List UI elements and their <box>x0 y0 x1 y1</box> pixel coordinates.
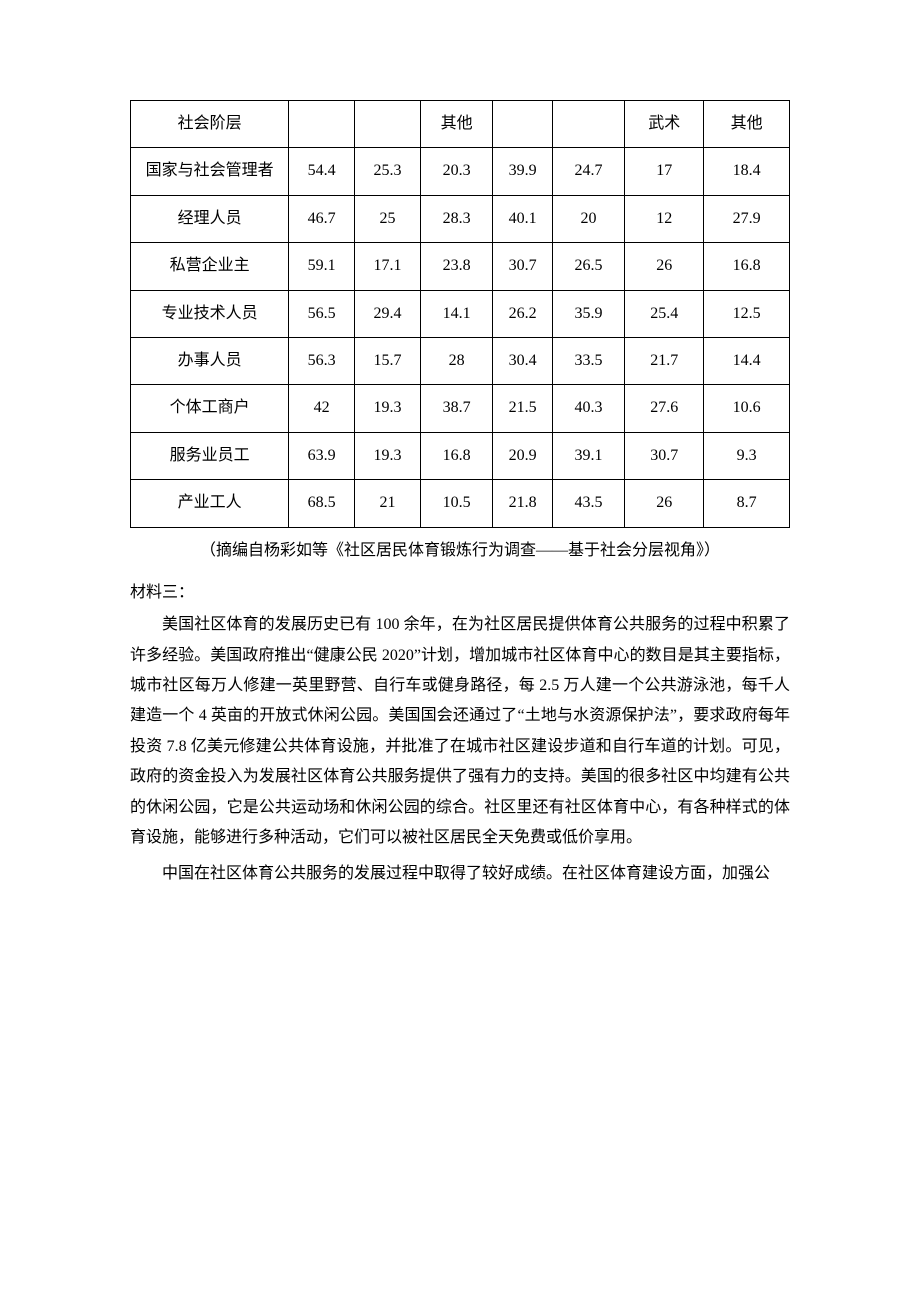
table-cell: 24.7 <box>552 148 624 195</box>
table-cell: 30.7 <box>625 432 704 479</box>
table-row-label: 专业技术人员 <box>131 290 289 337</box>
table-row-label: 国家与社会管理者 <box>131 148 289 195</box>
table-cell: 42 <box>289 385 355 432</box>
table-cell: 8.7 <box>704 480 790 527</box>
table-cell: 10.6 <box>704 385 790 432</box>
table-cell: 33.5 <box>552 337 624 384</box>
table-cell: 17 <box>625 148 704 195</box>
table-cell: 12 <box>625 195 704 242</box>
table-cell: 21.7 <box>625 337 704 384</box>
table-cell: 19.3 <box>355 432 421 479</box>
table-cell: 26.2 <box>493 290 552 337</box>
table-header-col-5: 武术 <box>625 101 704 148</box>
table-header-col-2: 其他 <box>420 101 492 148</box>
table-cell: 18.4 <box>704 148 790 195</box>
table-cell: 26 <box>625 243 704 290</box>
table-cell: 25.3 <box>355 148 421 195</box>
table-cell: 35.9 <box>552 290 624 337</box>
table-row-label: 产业工人 <box>131 480 289 527</box>
table-header-col-1 <box>355 101 421 148</box>
table-cell: 38.7 <box>420 385 492 432</box>
table-row-label: 办事人员 <box>131 337 289 384</box>
table-header-col-0 <box>289 101 355 148</box>
table-cell: 16.8 <box>420 432 492 479</box>
table-cell: 29.4 <box>355 290 421 337</box>
table-cell: 12.5 <box>704 290 790 337</box>
table-cell: 14.4 <box>704 337 790 384</box>
table-cell: 26 <box>625 480 704 527</box>
body-paragraph-1: 美国社区体育的发展历史已有 100 余年，在为社区居民提供体育公共服务的过程中积… <box>130 610 790 853</box>
table-cell: 59.1 <box>289 243 355 290</box>
table-cell: 21.8 <box>493 480 552 527</box>
table-cell: 25.4 <box>625 290 704 337</box>
body-paragraph-2: 中国在社区体育公共服务的发展过程中取得了较好成绩。在社区体育建设方面，加强公 <box>130 859 790 889</box>
table-cell: 20 <box>552 195 624 242</box>
table-cell: 23.8 <box>420 243 492 290</box>
table-row-label: 经理人员 <box>131 195 289 242</box>
material-heading: 材料三： <box>130 582 790 604</box>
table-cell: 27.9 <box>704 195 790 242</box>
table-cell: 39.1 <box>552 432 624 479</box>
table-row-label: 服务业员工 <box>131 432 289 479</box>
table-cell: 40.1 <box>493 195 552 242</box>
table-cell: 43.5 <box>552 480 624 527</box>
table-cell: 40.3 <box>552 385 624 432</box>
table-cell: 46.7 <box>289 195 355 242</box>
table-header-col-4 <box>552 101 624 148</box>
table-cell: 28.3 <box>420 195 492 242</box>
table-row-label: 个体工商户 <box>131 385 289 432</box>
table-cell: 20.3 <box>420 148 492 195</box>
table-cell: 39.9 <box>493 148 552 195</box>
table-cell: 54.4 <box>289 148 355 195</box>
table-cell: 10.5 <box>420 480 492 527</box>
table-cell: 30.7 <box>493 243 552 290</box>
table-cell: 26.5 <box>552 243 624 290</box>
table-cell: 68.5 <box>289 480 355 527</box>
table-header-col-6: 其他 <box>704 101 790 148</box>
data-table: 社会阶层其他武术其他国家与社会管理者54.425.320.339.924.717… <box>130 100 790 528</box>
table-source-note: （摘编自杨彩如等《社区居民体育锻炼行为调查——基于社会分层视角》） <box>130 540 790 562</box>
table-cell: 15.7 <box>355 337 421 384</box>
table-cell: 21 <box>355 480 421 527</box>
table-cell: 14.1 <box>420 290 492 337</box>
table-cell: 25 <box>355 195 421 242</box>
table-cell: 20.9 <box>493 432 552 479</box>
table-cell: 27.6 <box>625 385 704 432</box>
table-cell: 19.3 <box>355 385 421 432</box>
table-cell: 63.9 <box>289 432 355 479</box>
table-cell: 30.4 <box>493 337 552 384</box>
table-header-label: 社会阶层 <box>131 101 289 148</box>
table-row-label: 私营企业主 <box>131 243 289 290</box>
table-cell: 28 <box>420 337 492 384</box>
table-cell: 17.1 <box>355 243 421 290</box>
table-cell: 56.5 <box>289 290 355 337</box>
table-cell: 21.5 <box>493 385 552 432</box>
table-cell: 16.8 <box>704 243 790 290</box>
table-cell: 9.3 <box>704 432 790 479</box>
table-header-col-3 <box>493 101 552 148</box>
table-cell: 56.3 <box>289 337 355 384</box>
